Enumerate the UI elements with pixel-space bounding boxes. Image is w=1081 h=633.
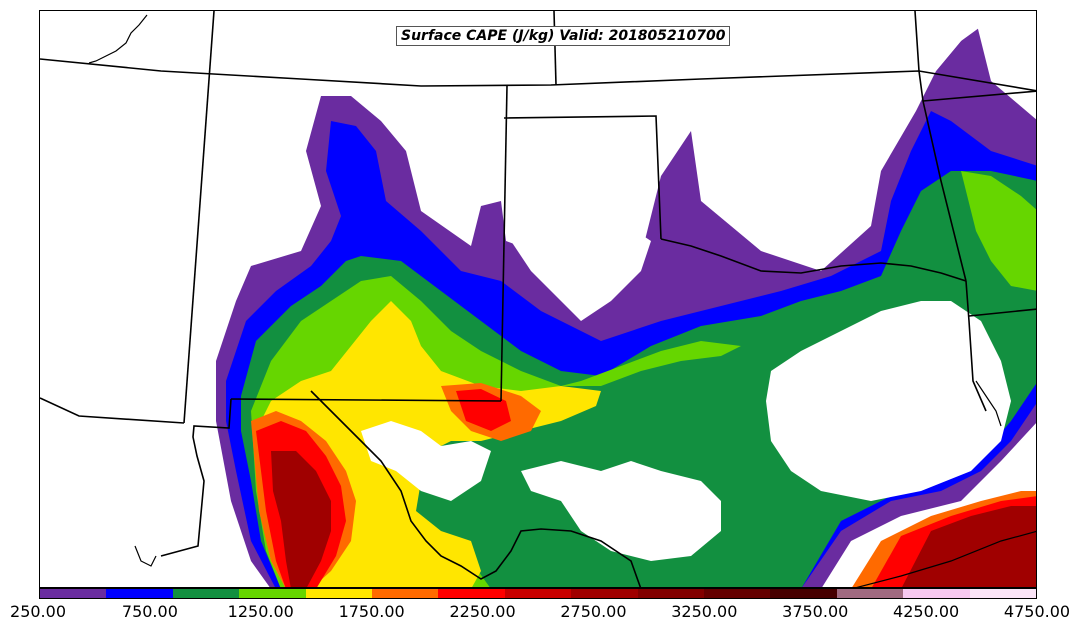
boundary-red-river [660, 238, 967, 282]
colorbar-swatch [770, 589, 837, 598]
colorbar-swatch [172, 589, 240, 598]
cape-hole-central-texas [521, 461, 721, 561]
colorbar-swatch [239, 589, 306, 598]
cape-hole-east [766, 301, 1011, 501]
river-detail [975, 380, 1002, 427]
colorbar-swatch [969, 589, 1037, 598]
colorbar-tick-label: 250.00 [10, 602, 66, 621]
boundary-arizona [40, 397, 185, 424]
colorbar-tick-label: 750.00 [121, 602, 178, 621]
colorbar-tick-label: 2750.00 [560, 602, 627, 621]
boundary-northern [40, 58, 1036, 92]
cape-region-red-central [456, 389, 511, 431]
boundary-arkansas [965, 280, 987, 412]
boundary-colorado-new-mexico [230, 398, 502, 402]
boundary-arkansas-louisiana [968, 308, 1036, 317]
map-plot [40, 11, 1036, 587]
colorbar-tick-label: 3250.00 [671, 602, 738, 621]
boundary-arizona-newmexico [160, 398, 232, 557]
colorbar-tick-label: 1250.00 [227, 602, 294, 621]
colorbar-tick-label: 4250.00 [893, 602, 960, 621]
cape-hole-nebraska [401, 96, 651, 211]
colorbar-swatch [637, 589, 705, 598]
lake-detail-1 [134, 545, 157, 567]
map-frame: Surface CAPE (J/kg) Valid: 201805210700 [39, 10, 1037, 588]
boundary-texas-panhandle [310, 390, 642, 587]
colorbar [39, 588, 1037, 599]
cape-hole-mexico-sw [40, 401, 241, 587]
puget-sound-detail [88, 14, 148, 64]
colorbar-swatch [438, 589, 505, 598]
gulf-coast-detail [856, 530, 1036, 587]
coastline-details [88, 14, 1036, 587]
colorbar-swatch [903, 589, 970, 598]
cape-region-darkred [271, 451, 331, 587]
boundary-colorado-west [183, 11, 215, 424]
colorbar-labels: 250.00 750.00 1250.00 1750.00 2250.00 2750.00… [0, 600, 1081, 630]
colorbar-swatch [504, 589, 572, 598]
cape-hole-west-texas [361, 421, 491, 501]
boundary-nebraska [553, 11, 557, 86]
state-boundaries [40, 11, 1036, 587]
map-title: Surface CAPE (J/kg) Valid: 201805210700 [396, 26, 731, 46]
cape-region-lightgreen-ne [961, 171, 1036, 291]
colorbar-swatch [836, 589, 904, 598]
colorbar-swatch [305, 589, 373, 598]
colorbar-tick-label: 1750.00 [338, 602, 405, 621]
cape-region-darkred-gulf [902, 506, 1036, 587]
colorbar-tick-label: 2250.00 [449, 602, 516, 621]
colorbar-swatch [106, 589, 173, 598]
cape-hole-north [40, 12, 1001, 421]
colorbar-tick-label: 4750.00 [1003, 602, 1071, 621]
cape-hole-kansas [506, 201, 651, 321]
boundary-missouri-north [922, 90, 1036, 102]
colorbar-swatch [40, 589, 107, 598]
boundary-kansas-oklahoma [503, 115, 662, 240]
colorbar-tick-label: 3750.00 [782, 602, 849, 621]
colorbar-swatch [571, 589, 638, 598]
boundary-colorado-kansas [500, 85, 508, 402]
cape-field [40, 12, 1036, 587]
colorbar-swatch [372, 589, 439, 598]
colorbar-swatch [704, 589, 771, 598]
